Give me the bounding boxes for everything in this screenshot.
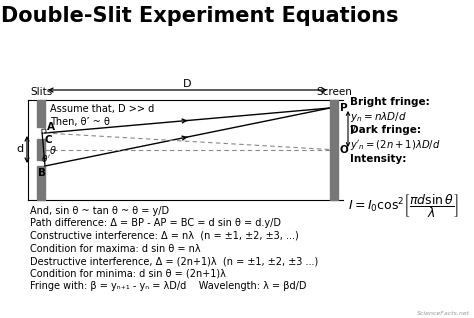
Text: d: d: [17, 144, 24, 155]
Text: A: A: [47, 122, 55, 132]
Text: Double-Slit Experiment Equations: Double-Slit Experiment Equations: [1, 6, 399, 26]
Text: Constructive interference: Δ = nλ  (n = ±1, ±2, ±3, ...): Constructive interference: Δ = nλ (n = ±…: [30, 231, 299, 241]
Text: Destructive interference, Δ = (2n+1)λ  (n = ±1, ±2, ±3 ...): Destructive interference, Δ = (2n+1)λ (n…: [30, 256, 318, 266]
Text: Condition for minima: d sin θ = (2n+1)λ: Condition for minima: d sin θ = (2n+1)λ: [30, 268, 226, 279]
Bar: [37, 166, 45, 200]
Text: Dark fringe:: Dark fringe:: [350, 125, 421, 135]
Text: P: P: [340, 103, 347, 113]
Text: Screen: Screen: [316, 87, 352, 97]
Text: $\theta$: $\theta$: [49, 144, 57, 156]
Text: D: D: [183, 79, 192, 89]
Text: Then, θ’ ~ θ: Then, θ’ ~ θ: [50, 117, 110, 127]
Bar: [330, 100, 338, 200]
Text: C: C: [44, 135, 52, 145]
Text: Bright fringe:: Bright fringe:: [350, 97, 430, 107]
Bar: [37, 100, 45, 127]
Text: ScienceFacts.net: ScienceFacts.net: [417, 311, 470, 316]
Text: $y_n = n\lambda D/d$: $y_n = n\lambda D/d$: [350, 110, 407, 124]
Text: $\theta'$: $\theta'$: [41, 153, 51, 164]
Text: Intensity:: Intensity:: [350, 154, 406, 164]
Text: y: y: [350, 124, 356, 134]
Text: $y'_n = (2n+1)\lambda D/d$: $y'_n = (2n+1)\lambda D/d$: [350, 138, 440, 152]
Text: Condition for maxima: d sin θ = nλ: Condition for maxima: d sin θ = nλ: [30, 244, 201, 253]
Text: Slits: Slits: [30, 87, 52, 97]
Text: Fringe with: β = yₙ₊₁ - yₙ = λD/d    Wavelength: λ = βd/D: Fringe with: β = yₙ₊₁ - yₙ = λD/d Wavele…: [30, 281, 307, 291]
Text: Path difference: Δ = BP - AP = BC = d sin θ = d.y/D: Path difference: Δ = BP - AP = BC = d si…: [30, 218, 281, 229]
Text: B: B: [38, 168, 46, 178]
Text: $I = I_0\cos^2\!\left[\dfrac{\pi d\sin\theta}{\lambda}\right]$: $I = I_0\cos^2\!\left[\dfrac{\pi d\sin\t…: [348, 192, 459, 220]
Text: Assume that, D >> d: Assume that, D >> d: [50, 104, 154, 114]
Bar: [37, 139, 45, 160]
Text: O: O: [340, 145, 349, 155]
Text: And, sin θ ~ tan θ ~ θ = y/D: And, sin θ ~ tan θ ~ θ = y/D: [30, 206, 169, 216]
